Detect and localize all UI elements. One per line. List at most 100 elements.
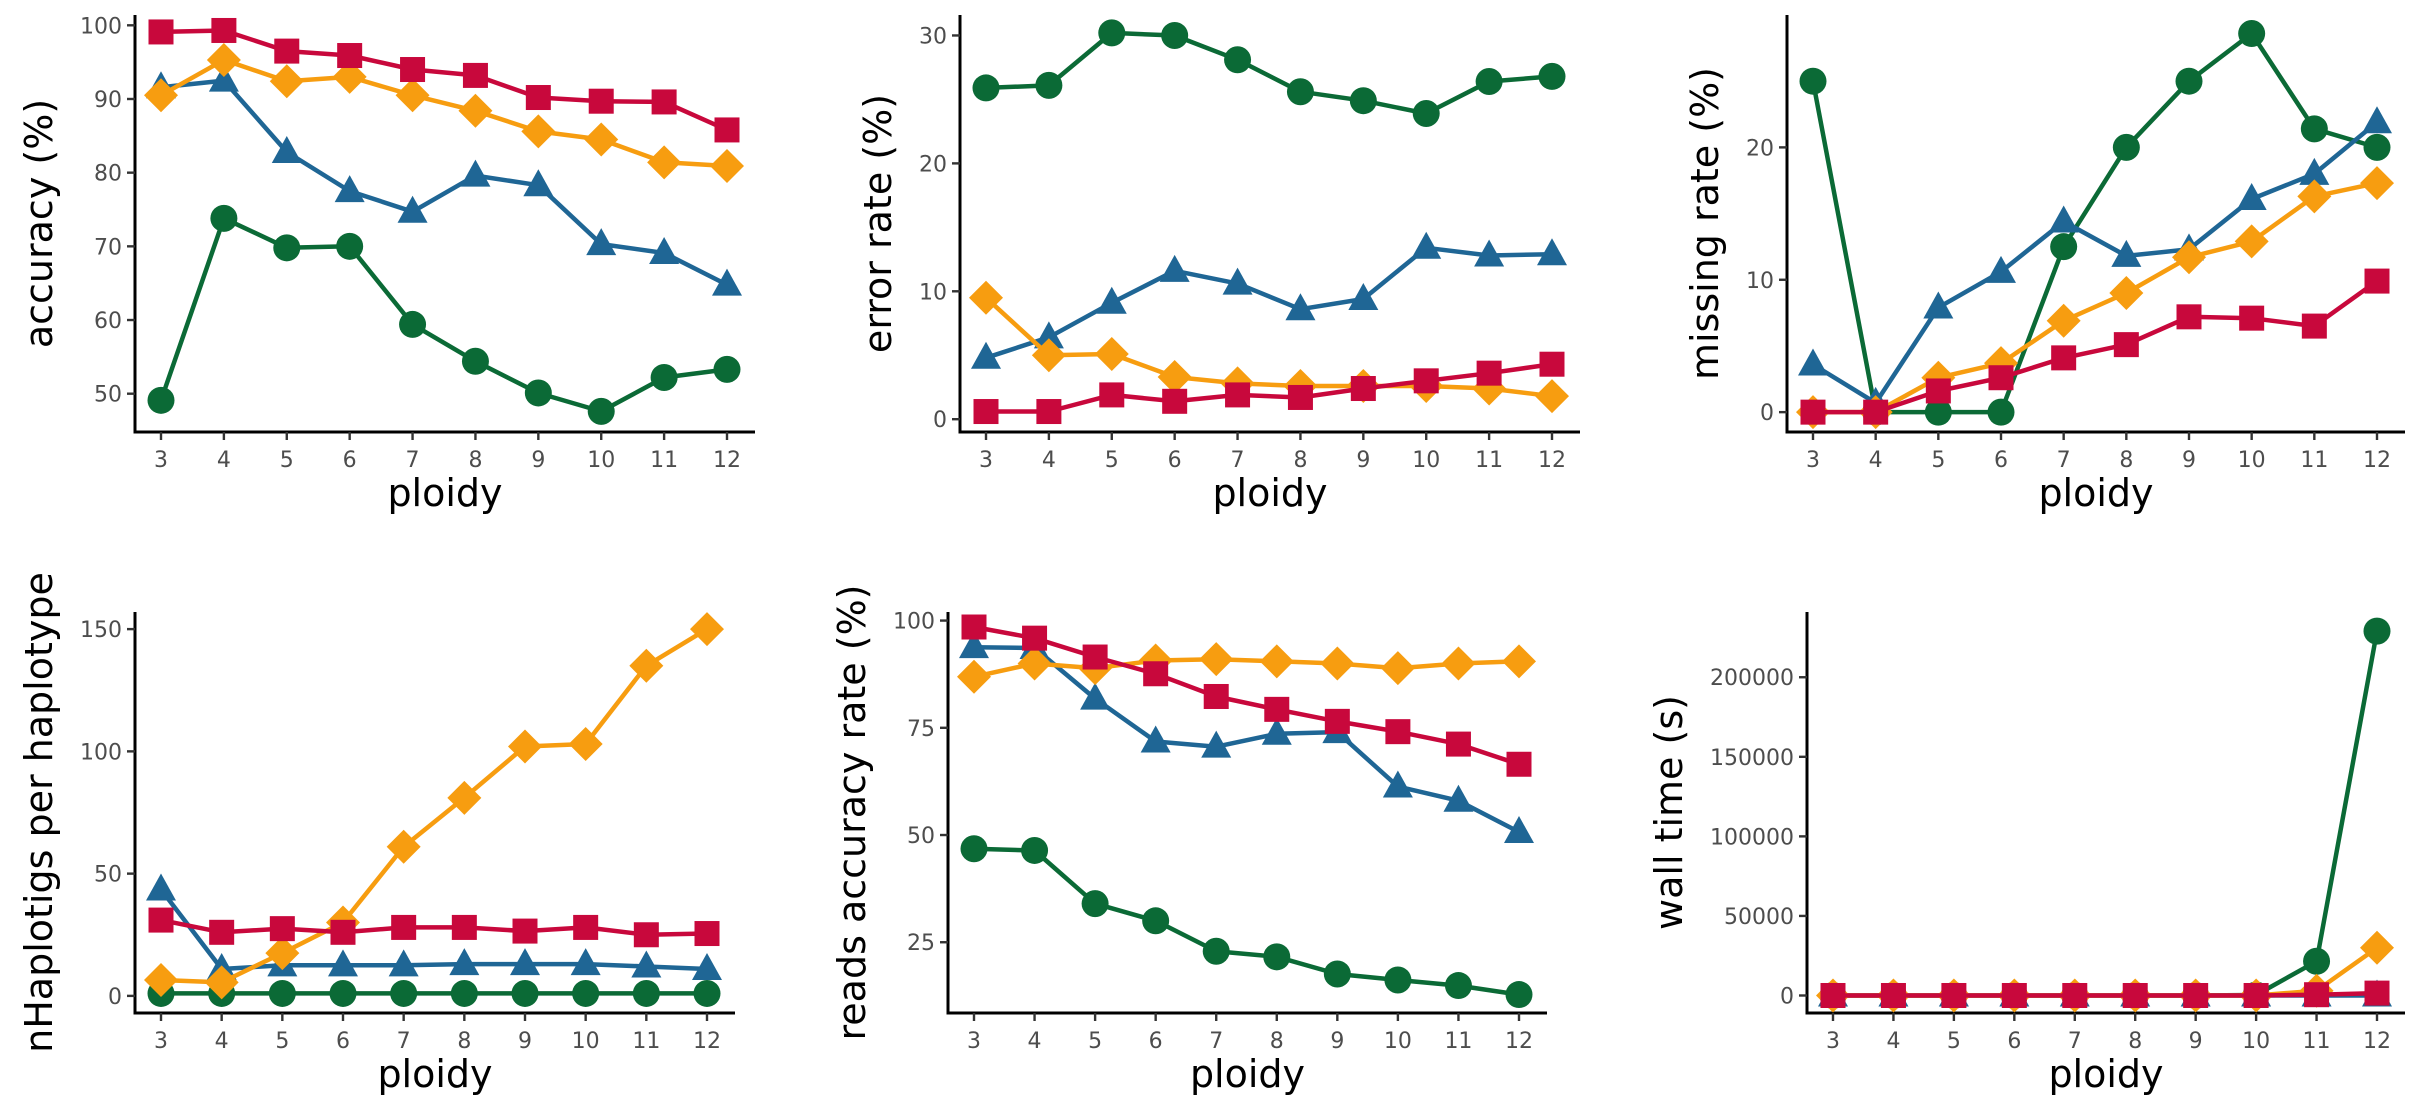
- series-red: [148, 907, 720, 948]
- data-point-red: [961, 614, 987, 640]
- y-tick-label: 90: [94, 88, 122, 113]
- y-tick-label: 200000: [1710, 666, 1794, 691]
- data-point-blue: [2048, 205, 2079, 233]
- data-point-red: [694, 921, 720, 947]
- data-point-green: [2303, 947, 2331, 975]
- data-point-green: [1475, 68, 1503, 96]
- y-tick-label: 0: [1760, 401, 1774, 426]
- data-point-orange: [2360, 166, 2394, 201]
- data-point-orange: [2360, 930, 2394, 965]
- y-tick-label: 0: [1780, 984, 1794, 1009]
- y-tick-label: 0: [933, 408, 947, 433]
- data-point-red: [1880, 982, 1906, 1008]
- data-point-blue: [631, 950, 662, 978]
- data-point-orange: [144, 78, 178, 113]
- data-point-orange: [458, 93, 493, 128]
- data-point-green: [399, 310, 427, 338]
- data-point-blue: [1201, 730, 1232, 758]
- data-point-green: [147, 386, 175, 414]
- y-tick-label: 50: [94, 383, 122, 408]
- data-point-blue: [1140, 725, 1171, 753]
- series-line-orange: [158, 626, 710, 985]
- data-point-blue: [1411, 231, 1442, 259]
- data-point-green: [2363, 617, 2391, 645]
- data-point-green: [1987, 398, 2015, 426]
- series-green: [147, 979, 721, 1007]
- data-point-orange: [2297, 179, 2332, 214]
- data-point-red: [1162, 388, 1188, 414]
- x-tick-label: 12: [713, 448, 741, 473]
- y-tick-label: 150: [80, 618, 122, 643]
- data-point-orange: [969, 280, 1003, 315]
- data-point-blue: [271, 136, 302, 164]
- data-point-blue: [1159, 254, 1190, 282]
- data-point-orange: [1031, 338, 1066, 373]
- y-tick-label: 50000: [1724, 905, 1794, 930]
- data-point-red: [1264, 696, 1290, 722]
- data-point-orange: [690, 612, 724, 647]
- x-tick-label: 5: [275, 1029, 289, 1054]
- data-point-blue: [1096, 286, 1127, 314]
- data-point-red: [2176, 304, 2202, 330]
- data-point-blue: [334, 175, 365, 203]
- x-tick-label: 11: [1475, 448, 1503, 473]
- data-point-blue: [388, 949, 419, 977]
- x-tick-label: 3: [154, 448, 168, 473]
- series-line-blue: [1810, 119, 2380, 406]
- data-point-red: [209, 919, 235, 945]
- data-point-orange: [584, 122, 619, 157]
- y-axis-title: wall time (s): [1647, 695, 1691, 930]
- x-tick-label: 11: [632, 1029, 660, 1054]
- data-point-green: [2300, 115, 2328, 143]
- data-point-orange: [1157, 359, 1192, 394]
- data-point-blue: [1261, 717, 1292, 745]
- data-point-blue: [1285, 293, 1316, 321]
- data-point-red: [330, 919, 356, 945]
- data-point-red: [1099, 382, 1125, 408]
- x-tick-label: 8: [457, 1029, 471, 1054]
- data-point-red: [1800, 399, 1826, 425]
- x-axis-title: ploidy: [2048, 1052, 2163, 1096]
- data-point-blue: [397, 195, 428, 223]
- y-tick-label: 150000: [1710, 746, 1794, 771]
- series-line-green: [971, 846, 1522, 997]
- x-tick-label: 9: [2189, 1029, 2203, 1054]
- y-tick-label: 100: [893, 610, 935, 635]
- data-point-blue: [1504, 816, 1534, 844]
- data-point-green: [1081, 890, 1109, 918]
- series-line-green: [983, 30, 1555, 116]
- data-point-green: [524, 379, 552, 407]
- x-tick-label: 10: [587, 448, 615, 473]
- data-point-red: [148, 907, 174, 933]
- x-tick-label: 10: [1412, 448, 1440, 473]
- data-point-green: [210, 204, 238, 232]
- data-point-red: [1925, 378, 1951, 404]
- x-tick-label: 6: [1149, 1029, 1163, 1054]
- data-point-red: [1476, 360, 1502, 386]
- data-point-blue: [1222, 267, 1253, 295]
- data-point-green: [1505, 981, 1533, 1009]
- data-point-blue: [586, 228, 617, 256]
- x-tick-label: 3: [1826, 1029, 1840, 1054]
- data-point-red: [973, 399, 999, 425]
- data-point-green: [1142, 907, 1170, 935]
- x-tick-label: 9: [2182, 448, 2196, 473]
- data-point-green: [1924, 398, 1952, 426]
- data-point-blue: [1537, 238, 1567, 266]
- x-tick-label: 5: [1947, 1029, 1961, 1054]
- series-line-orange: [1810, 180, 2380, 415]
- data-point-green: [1286, 78, 1314, 106]
- series-line-red: [983, 361, 1555, 414]
- x-tick-label: 12: [1538, 448, 1566, 473]
- x-axis-title: ploidy: [377, 1052, 492, 1096]
- data-point-orange: [710, 149, 744, 184]
- x-tick-label: 11: [2300, 448, 2328, 473]
- data-point-orange: [568, 727, 603, 762]
- x-tick-label: 7: [406, 448, 420, 473]
- panel-2: 0 10 20 30 3 4 5 6 7 8 9 10 11 12 ploidy error rate (%): [856, 15, 1580, 515]
- data-point-red: [462, 62, 488, 88]
- data-point-red: [633, 922, 659, 948]
- y-tick-label: 10: [1746, 269, 1774, 294]
- x-tick-label: 4: [1042, 448, 1056, 473]
- series-red: [148, 17, 740, 143]
